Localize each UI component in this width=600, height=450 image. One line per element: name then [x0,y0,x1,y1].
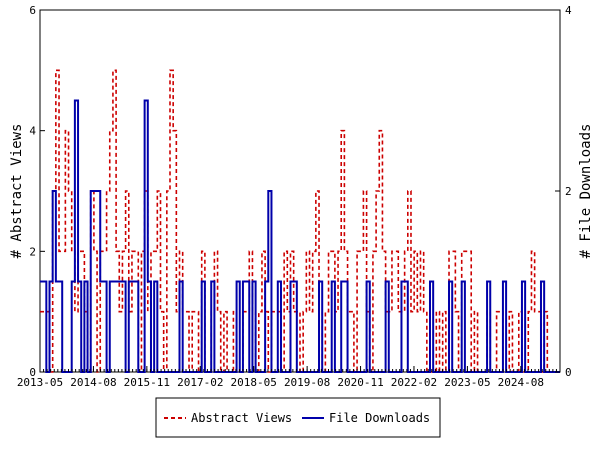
axis-layer: 0 2 4 6 0 2 4 2013-05 2014-08 2015-11 2017-02 2018-… [17,4,572,389]
series-line-abstract-views [40,69,560,373]
x-tick-label: 2017-02 [177,376,223,389]
y-tick-label-right: 4 [565,4,572,17]
x-tick-label: 2018-05 [231,376,277,389]
y-axis-title-left: # Abstract Views [9,124,25,259]
plot-area [39,9,561,373]
x-tick-label: 2020-11 [337,376,383,389]
y-tick-label-right: 0 [565,366,572,379]
series-layer [40,69,560,373]
series-line-file-downloads [40,99,560,373]
x-tick-label: 2024-08 [498,376,544,389]
x-tick-label: 2022-02 [391,376,437,389]
x-tick-label: 2015-11 [124,376,170,389]
y-tick-label-left: 2 [29,245,36,258]
y-axis-title-right: # File Downloads [578,124,594,259]
x-tick-label: 2013-05 [17,376,63,389]
x-tick-label: 2023-05 [444,376,490,389]
y-tick-label-left: 6 [29,4,36,17]
y-tick-label-right: 2 [565,185,572,198]
y-tick-label-left: 4 [29,125,36,138]
x-tick-label: 2019-08 [284,376,330,389]
legend-box [155,397,441,438]
y-tick-label-left: 0 [29,366,36,379]
legend-label-abstract-views: Abstract Views [191,411,292,425]
x-tick-label: 2014-08 [70,376,116,389]
legend: Abstract Views File Downloads [155,397,441,438]
legend-label-file-downloads: File Downloads [329,411,430,425]
